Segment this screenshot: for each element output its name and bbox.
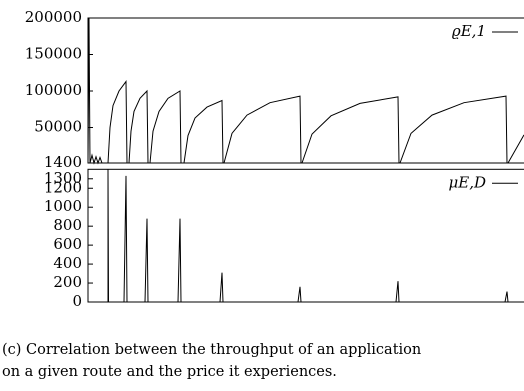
caption-line: (c) Correlation between the throughput o… bbox=[2, 342, 421, 358]
y-tick-label: 100000 bbox=[25, 81, 82, 99]
y-tick-label: 200 bbox=[53, 273, 82, 291]
y-tick-label: 0 bbox=[72, 292, 82, 310]
y-tick-label: 1200 bbox=[44, 178, 82, 196]
y-tick-label: 400 bbox=[53, 254, 82, 272]
y-tick-label: 150000 bbox=[25, 45, 82, 63]
y-tick-label: 1000 bbox=[44, 197, 82, 215]
caption-line: on a given route and the price it experi… bbox=[2, 364, 337, 380]
y-tick-label: 600 bbox=[53, 235, 82, 253]
y-tick-label: 800 bbox=[53, 216, 82, 234]
legend-label: ϱE,1 bbox=[452, 22, 486, 40]
y-tick-label: 200000 bbox=[25, 8, 82, 26]
y-tick-label: 1400 bbox=[44, 153, 82, 171]
series-line bbox=[87, 17, 524, 165]
legend-label: μE,D bbox=[449, 173, 487, 191]
series-line bbox=[88, 169, 524, 303]
y-tick-label: 50000 bbox=[34, 118, 82, 136]
y-tick-label: 1300 bbox=[44, 169, 82, 187]
